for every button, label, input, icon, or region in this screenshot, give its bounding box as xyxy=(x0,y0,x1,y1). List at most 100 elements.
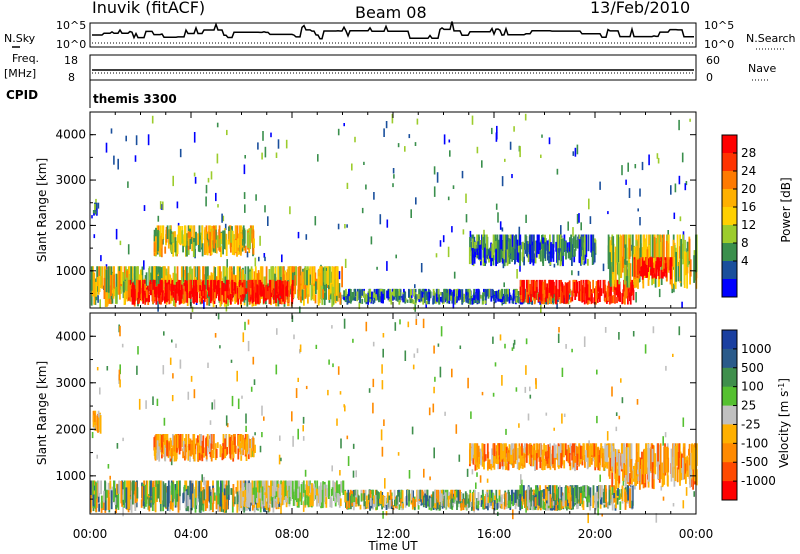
echo-cell xyxy=(498,495,501,502)
echo-cell xyxy=(189,480,192,500)
echo-cell xyxy=(157,284,160,299)
echo-cell xyxy=(505,446,508,458)
echo-cell xyxy=(193,434,196,454)
echo-cell xyxy=(470,296,472,302)
echo-cell xyxy=(681,301,683,308)
echo-cell xyxy=(377,498,380,507)
echo-cell xyxy=(185,434,187,453)
echo-cell xyxy=(425,296,427,301)
echo-cell xyxy=(662,496,665,501)
echo-cell xyxy=(174,434,177,452)
echo-cell xyxy=(478,454,480,469)
echo-cell xyxy=(202,435,205,454)
echo-cell xyxy=(525,288,528,303)
echo-cell xyxy=(153,279,156,293)
echo-cell xyxy=(383,419,385,426)
echo-cell xyxy=(618,489,621,500)
echo-cell xyxy=(473,288,475,297)
echo-cell xyxy=(512,249,515,260)
echo-cell xyxy=(672,239,675,268)
echo-cell xyxy=(377,295,380,301)
echo-cell xyxy=(159,201,162,209)
echo-cell xyxy=(499,297,502,302)
echo-cell xyxy=(642,234,645,271)
echo-cell xyxy=(565,344,567,349)
echo-cell xyxy=(519,234,521,248)
echo-cell xyxy=(641,161,644,171)
echo-cell xyxy=(233,239,236,251)
echo-cell xyxy=(486,234,488,249)
echo-cell xyxy=(665,365,667,371)
echo-cell xyxy=(245,413,247,424)
echo-cell xyxy=(565,450,568,462)
echo-cell xyxy=(521,252,524,261)
echo-cell xyxy=(184,438,186,450)
echo-cell xyxy=(227,294,229,307)
colorbar-tick-label: 20 xyxy=(741,182,756,196)
echo-cell xyxy=(564,240,567,251)
echo-cell xyxy=(545,412,548,416)
echo-cell xyxy=(128,279,130,298)
echo-cell xyxy=(163,417,166,426)
echo-cell xyxy=(186,266,188,286)
echo-cell xyxy=(469,299,472,305)
echo-cell xyxy=(503,282,505,288)
echo-cell xyxy=(237,435,240,447)
echo-cell xyxy=(294,275,297,295)
echo-cell xyxy=(193,448,196,462)
echo-cell xyxy=(539,242,541,251)
echo-cell xyxy=(593,297,596,304)
echo-cell xyxy=(95,208,98,216)
echo-cell xyxy=(452,303,455,309)
echo-cell xyxy=(190,491,193,511)
echo-cell xyxy=(206,434,209,447)
echo-cell xyxy=(162,281,164,293)
echo-cell xyxy=(136,279,139,293)
echo-cell xyxy=(364,489,367,500)
echo-cell xyxy=(484,454,487,461)
echo-cell xyxy=(559,461,561,468)
echo-cell xyxy=(553,427,555,431)
echo-cell xyxy=(678,175,681,185)
echo-cell xyxy=(644,344,647,354)
echo-cell xyxy=(299,344,302,352)
echo-cell xyxy=(246,480,248,497)
echo-cell xyxy=(392,505,395,510)
echo-cell xyxy=(201,474,203,483)
echo-cell xyxy=(104,480,106,494)
echo-cell xyxy=(665,267,668,277)
echo-cell xyxy=(201,295,203,304)
echo-cell xyxy=(176,234,179,254)
echo-cell xyxy=(380,291,383,304)
echo-cell xyxy=(168,485,171,512)
echo-cell xyxy=(130,266,133,284)
echo-cell xyxy=(224,284,227,295)
echo-cell xyxy=(109,475,111,480)
echo-cell xyxy=(495,203,498,210)
echo-cell xyxy=(581,249,583,265)
beam-title: Beam 08 xyxy=(355,3,427,22)
echo-cell xyxy=(320,266,323,287)
echo-cell xyxy=(255,292,257,305)
echo-cell xyxy=(315,344,318,349)
echo-cell xyxy=(467,498,470,508)
echo-cell xyxy=(404,298,407,302)
echo-cell xyxy=(487,288,490,299)
echo-cell xyxy=(164,266,166,290)
echo-cell xyxy=(529,244,532,265)
echo-cell xyxy=(398,504,401,510)
echo-cell xyxy=(620,378,622,383)
echo-cell xyxy=(145,272,148,290)
echo-cell xyxy=(527,413,530,421)
echo-cell xyxy=(580,247,582,257)
ytick-label: 4000 xyxy=(55,128,86,142)
echo-cell xyxy=(110,490,113,510)
echo-cell xyxy=(206,480,209,495)
echo-cell xyxy=(306,270,308,286)
echo-cell xyxy=(535,281,538,292)
echo-cell xyxy=(265,285,267,298)
echo-cell xyxy=(261,290,264,297)
echo-cell xyxy=(240,434,243,449)
echo-cell xyxy=(123,480,126,503)
